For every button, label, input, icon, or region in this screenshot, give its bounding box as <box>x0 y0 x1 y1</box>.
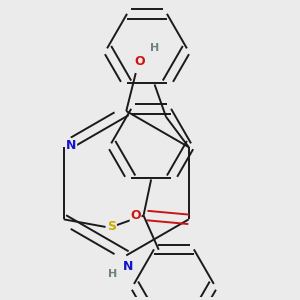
Text: O: O <box>130 209 141 222</box>
Text: N: N <box>123 260 133 273</box>
Text: N: N <box>66 139 76 152</box>
Text: O: O <box>134 55 145 68</box>
Text: H: H <box>108 269 118 279</box>
Text: H: H <box>150 44 159 53</box>
Text: S: S <box>107 220 116 233</box>
